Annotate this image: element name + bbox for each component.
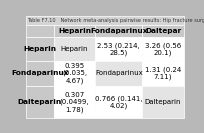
Text: 0.766 (0.141,
4.02): 0.766 (0.141, 4.02)	[95, 95, 143, 109]
Text: Heparin: Heparin	[58, 28, 91, 34]
Text: 0.307
(0.0499,
1.78): 0.307 (0.0499, 1.78)	[60, 92, 89, 113]
Text: Table F7.10   Network meta-analysis pairwise results: Hip fracture surgery, spec: Table F7.10 Network meta-analysis pairwi…	[27, 18, 204, 23]
Bar	[54, 37, 95, 61]
Bar	[26, 37, 54, 61]
Bar	[142, 37, 184, 61]
Text: Fondaparinux: Fondaparinux	[95, 70, 143, 76]
Bar	[95, 61, 142, 86]
Bar	[142, 25, 184, 37]
Bar	[54, 86, 95, 118]
Bar	[95, 25, 142, 37]
Bar	[95, 86, 142, 118]
Text: Fondaparinux: Fondaparinux	[11, 70, 69, 76]
Bar	[142, 61, 184, 86]
Text: 1.31 (0.24
7.11): 1.31 (0.24 7.11)	[145, 66, 181, 80]
Text: Dalteparin: Dalteparin	[145, 99, 181, 105]
Bar	[26, 25, 54, 37]
Bar	[95, 37, 142, 61]
Bar	[26, 16, 184, 25]
Bar	[142, 86, 184, 118]
Text: Fondaparinux: Fondaparinux	[90, 28, 147, 34]
Text: 2.53 (0.214,
28.5): 2.53 (0.214, 28.5)	[97, 42, 140, 56]
Bar	[26, 86, 54, 118]
Bar	[54, 25, 95, 37]
Text: 3.26 (0.56
20.1): 3.26 (0.56 20.1)	[145, 42, 181, 56]
Text: 0.395
(0.035,
4.67): 0.395 (0.035, 4.67)	[62, 63, 87, 84]
Text: Daltepar: Daltepar	[145, 28, 181, 34]
Text: Dalteparin: Dalteparin	[18, 99, 62, 105]
Bar	[26, 61, 54, 86]
Text: Heparin: Heparin	[23, 46, 56, 52]
Text: Heparin: Heparin	[61, 46, 88, 52]
Bar	[54, 61, 95, 86]
